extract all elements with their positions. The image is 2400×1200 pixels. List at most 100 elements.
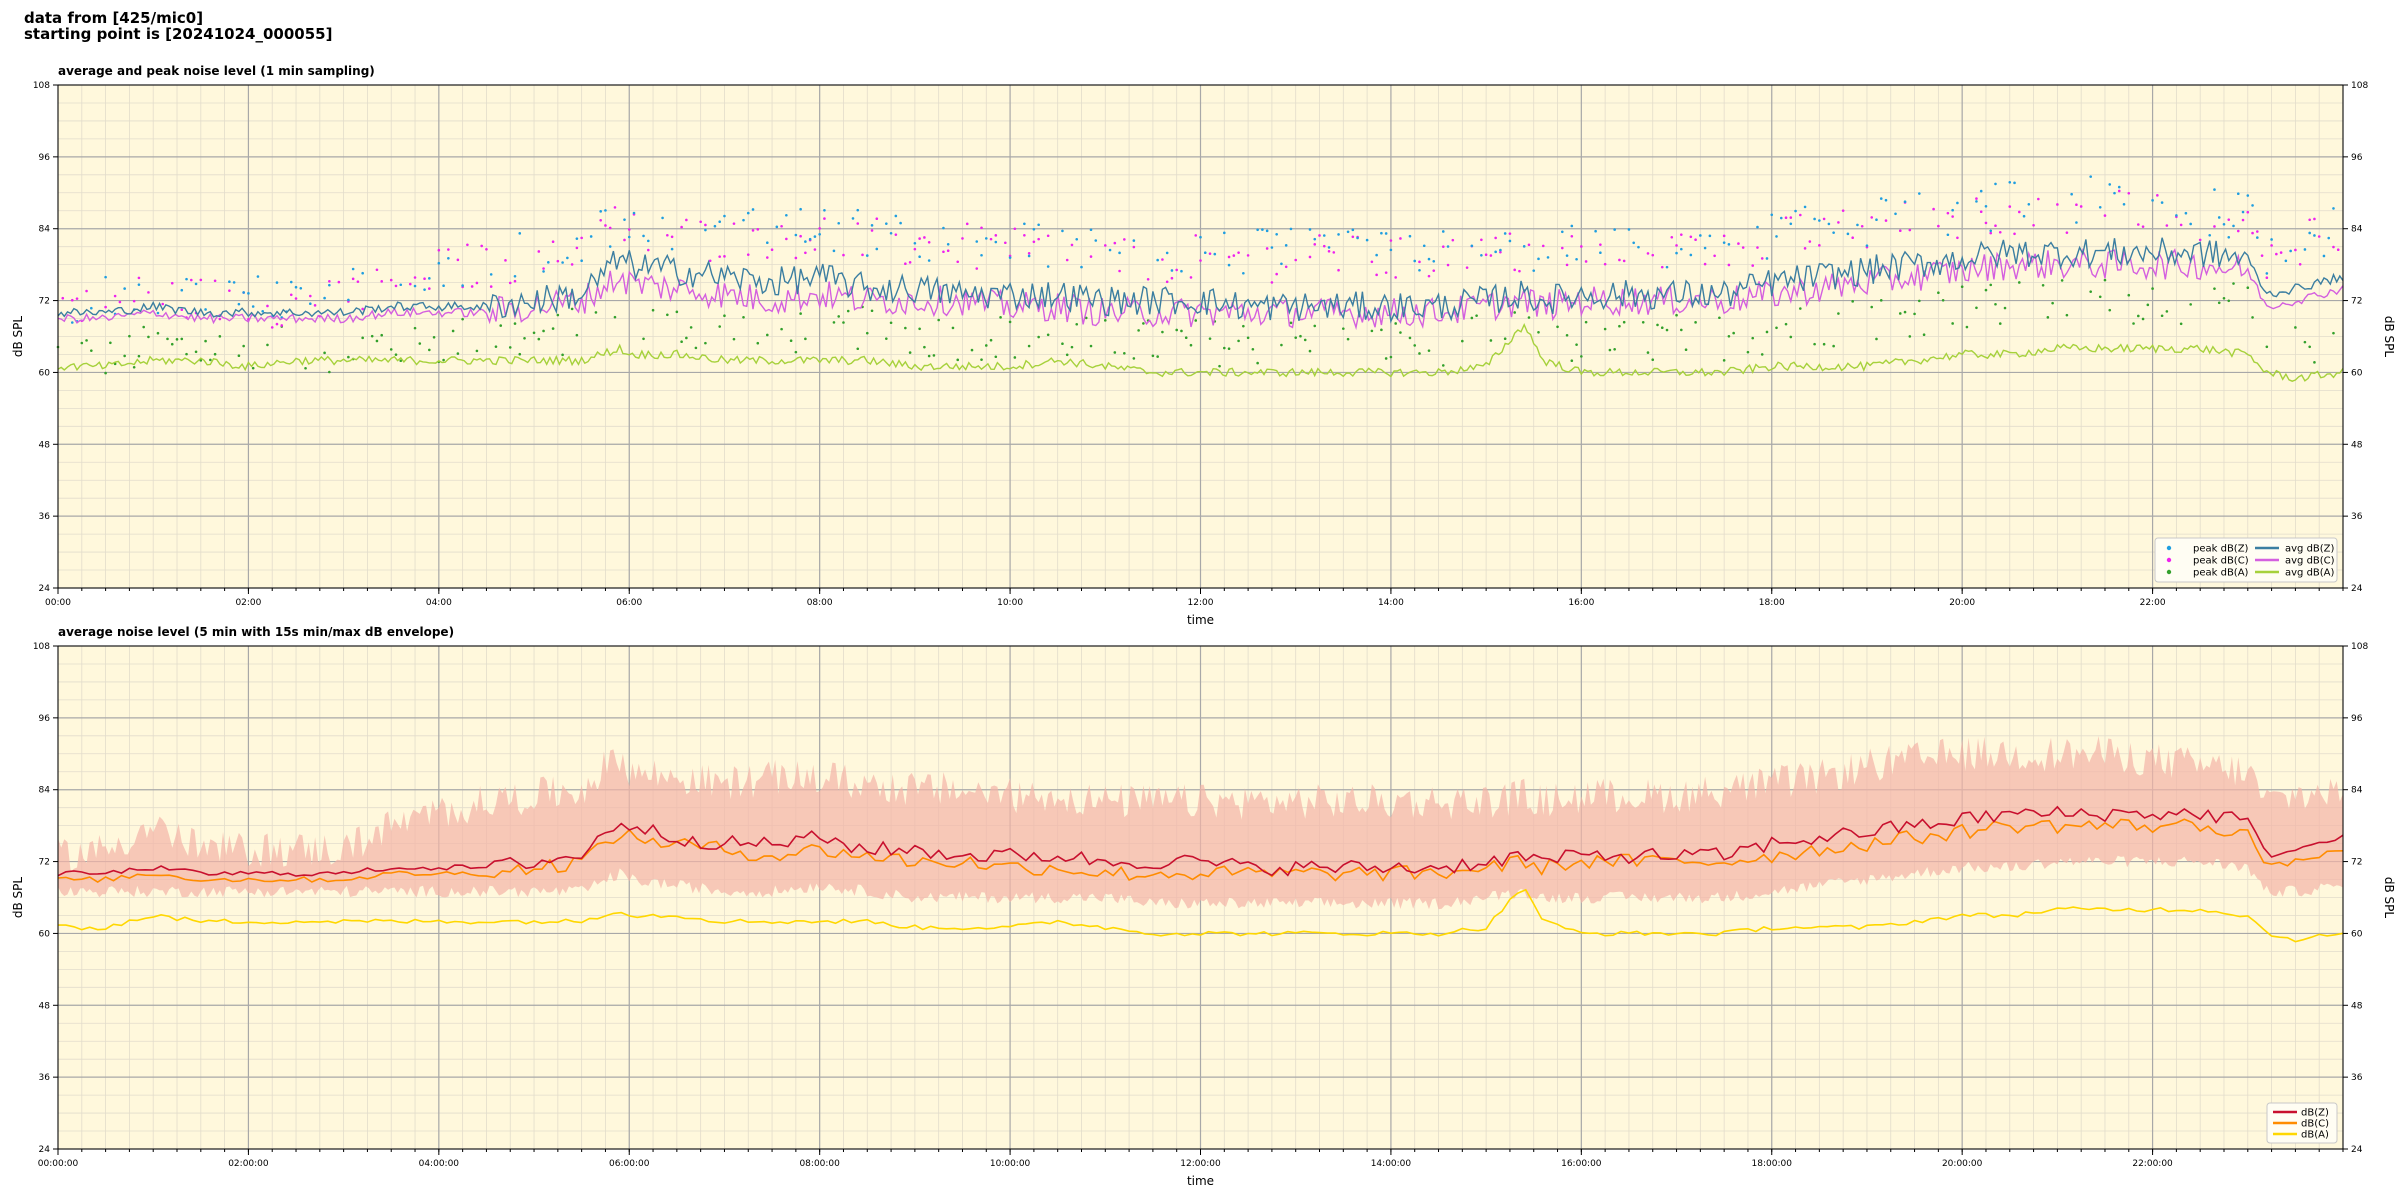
peak-point-peakA <box>1184 336 1188 340</box>
peak-point-peakA <box>156 331 160 335</box>
peak-point-peakA <box>532 331 536 335</box>
peak-point-peakC <box>1675 244 1678 247</box>
peak-point-peakC <box>680 225 683 229</box>
peak-point-peakZ <box>1951 208 1954 212</box>
peak-point-peakA <box>613 315 617 319</box>
peak-point-peakA <box>1651 358 1655 362</box>
x-tick-label: 18:00 <box>1759 598 1785 608</box>
peak-point-peakC <box>1898 229 1902 233</box>
chart-title: average noise level (5 min with 15s min/… <box>58 625 454 639</box>
y-tick-label: 24 <box>2351 1145 2363 1155</box>
peak-point-peakZ <box>2322 254 2326 258</box>
peak-point-peakC <box>608 226 612 230</box>
peak-point-peakZ <box>2027 203 2031 206</box>
peak-point-peakA <box>142 325 145 329</box>
peak-point-peakC <box>1313 243 1317 246</box>
peak-point-peakA <box>1660 326 1664 329</box>
peak-point-peakC <box>1032 240 1036 244</box>
y-tick-label: 60 <box>2351 368 2363 378</box>
peak-point-peakC <box>1603 262 1607 266</box>
x-tick-label: 10:00:00 <box>990 1159 1031 1169</box>
peak-point-peakC <box>1065 258 1069 262</box>
peak-point-peakC <box>794 256 798 260</box>
peak-point-peakA <box>2213 287 2216 290</box>
peak-point-peakZ <box>489 273 493 276</box>
peak-point-peakZ <box>599 210 602 213</box>
peak-point-peakZ <box>575 237 579 240</box>
legend-label: peak dB(A) <box>2193 568 2249 579</box>
peak-point-peakC <box>1327 249 1331 253</box>
peak-point-peakC <box>1789 216 1793 219</box>
peak-point-peakA <box>204 339 207 343</box>
peak-point-peakC <box>1389 239 1393 242</box>
peak-point-peakA <box>1898 312 1902 315</box>
peak-point-peakC <box>670 235 674 239</box>
peak-point-peakZ <box>1132 239 1136 242</box>
peak-point-peakZ <box>1080 265 1083 269</box>
peak-point-peakZ <box>718 220 721 224</box>
min-max-envelope <box>58 736 2343 910</box>
peak-point-peakC <box>1756 246 1759 249</box>
peak-point-peakC <box>2013 232 2016 236</box>
peak-point-peakZ <box>413 284 417 288</box>
peak-point-peakA <box>185 352 188 356</box>
peak-point-peakZ <box>899 221 902 225</box>
peak-point-peakC <box>294 297 298 300</box>
legend-label: dB(A) <box>2301 1130 2329 1141</box>
peak-point-peakC <box>1680 233 1683 236</box>
peak-point-peakZ <box>642 234 645 238</box>
y-tick-label: 72 <box>39 297 50 307</box>
peak-point-peakC <box>1294 258 1298 262</box>
peak-point-peakA <box>732 337 736 341</box>
peak-point-peakC <box>1227 255 1231 259</box>
peak-point-peakZ <box>2013 181 2016 185</box>
peak-point-peakA <box>2222 296 2226 300</box>
peak-point-peakZ <box>2270 238 2273 241</box>
x-tick-label: 08:00 <box>807 598 833 608</box>
y-tick-label: 84 <box>39 225 51 235</box>
peak-point-peakA <box>2089 290 2092 293</box>
peak-point-peakA <box>451 329 455 333</box>
peak-point-peakC <box>813 248 817 251</box>
peak-point-peakZ <box>913 241 917 245</box>
peak-point-peakZ <box>766 241 769 245</box>
peak-point-peakC <box>1494 236 1497 240</box>
peak-point-peakC <box>961 237 964 240</box>
peak-point-peakC <box>2279 251 2283 254</box>
peak-point-peakA <box>1618 324 1621 328</box>
peak-point-peakC <box>1527 243 1531 247</box>
peak-point-peakC <box>1046 234 1050 238</box>
peak-point-peakC <box>1308 255 1312 259</box>
peak-point-peakZ <box>1775 235 1778 238</box>
peak-point-peakA <box>2141 317 2145 321</box>
peak-point-peakC <box>2179 223 2183 227</box>
peak-point-peakC <box>2165 224 2169 227</box>
peak-point-peakZ <box>137 283 141 286</box>
peak-point-peakC <box>927 240 931 244</box>
peak-point-peakZ <box>323 296 326 300</box>
peak-point-peakZ <box>808 237 812 241</box>
peak-point-peakA <box>937 318 940 322</box>
peak-point-peakC <box>646 248 650 252</box>
legend-label: dB(Z) <box>2301 1108 2329 1119</box>
peak-point-peakC <box>766 256 769 259</box>
peak-point-peakC <box>956 260 960 264</box>
peak-point-peakC <box>389 278 393 282</box>
peak-point-peakZ <box>194 282 198 286</box>
y-tick-label: 60 <box>39 929 51 939</box>
peak-point-peakZ <box>832 249 836 253</box>
peak-point-peakA <box>1194 319 1198 322</box>
peak-point-peakZ <box>309 302 312 306</box>
peak-point-peakA <box>1299 334 1302 338</box>
peak-point-peakA <box>865 331 869 335</box>
peak-point-peakC <box>2298 262 2302 266</box>
peak-point-peakZ <box>1418 268 1421 272</box>
peak-point-peakA <box>1565 333 1569 337</box>
x-tick-label: 02:00 <box>235 598 261 608</box>
x-tick-label: 12:00:00 <box>1180 1159 1221 1169</box>
peak-point-peakC <box>1375 273 1378 277</box>
peak-point-peakC <box>804 251 807 255</box>
peak-point-peakC <box>613 206 617 209</box>
peak-point-peakC <box>375 268 379 272</box>
peak-point-peakC <box>1384 271 1388 274</box>
